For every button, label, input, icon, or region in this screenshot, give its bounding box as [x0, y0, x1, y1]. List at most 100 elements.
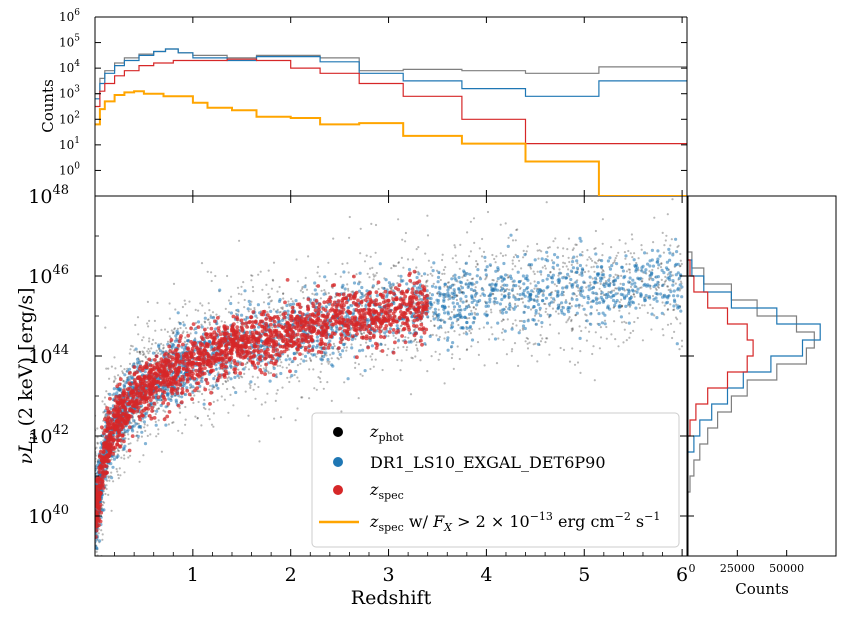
scatter-point: [501, 311, 505, 315]
scatter-point: [400, 324, 403, 327]
scatter-point: [462, 269, 466, 273]
scatter-point: [628, 303, 632, 307]
scatter-point: [443, 282, 447, 286]
scatter-point: [162, 344, 165, 347]
scatter-point: [162, 409, 165, 412]
scatter-point: [314, 303, 317, 306]
scatter-point: [476, 268, 480, 272]
scatter-point: [473, 241, 476, 244]
scatter-point: [127, 442, 130, 446]
scatter-point: [128, 352, 131, 355]
scatter-point: [442, 295, 446, 299]
scatter-point: [350, 346, 354, 350]
scatter-point: [419, 359, 422, 362]
scatter-point: [631, 278, 635, 282]
scatter-point: [384, 343, 387, 346]
scatter-point: [461, 326, 465, 330]
scatter-point: [426, 315, 430, 319]
scatter-point: [122, 446, 126, 450]
scatter-point: [519, 286, 522, 289]
scatter-point: [526, 337, 530, 340]
scatter-point: [509, 276, 513, 281]
scatter-point: [600, 297, 605, 301]
scatter-point: [95, 550, 98, 554]
scatter-point: [599, 279, 603, 283]
scatter-point: [334, 325, 339, 329]
scatter-point: [304, 276, 307, 279]
scatter-point: [267, 292, 270, 296]
scatter-point: [230, 295, 233, 298]
scatter-point: [480, 287, 484, 291]
scatter-point: [568, 282, 571, 285]
scatter-point: [438, 294, 442, 298]
scatter-point: [492, 293, 495, 296]
scatter-point: [544, 296, 549, 300]
scatter-point: [529, 267, 533, 270]
scatter-point: [360, 292, 364, 296]
scatter-point: [439, 318, 443, 322]
scatter-point: [600, 259, 604, 263]
scatter-point: [630, 288, 635, 292]
scatter-point: [174, 334, 178, 338]
scatter-point: [360, 304, 364, 307]
scatter-point: [632, 293, 636, 296]
scatter-point: [426, 234, 430, 237]
scatter-point: [359, 227, 362, 230]
scatter-point: [378, 262, 382, 266]
scatter-point: [280, 361, 283, 364]
scatter-point: [495, 301, 499, 305]
scatter-point: [514, 265, 517, 268]
scatter-point: [189, 386, 192, 389]
scatter-point: [167, 397, 171, 401]
scatter-point: [640, 266, 644, 270]
scatter-point: [365, 341, 368, 344]
scatter-point: [587, 270, 590, 273]
scatter-point: [628, 268, 632, 271]
scatter-point: [598, 301, 602, 305]
scatter-point: [534, 342, 537, 345]
scatter-point: [578, 236, 582, 240]
scatter-point: [443, 285, 446, 288]
scatter-point: [583, 270, 587, 274]
scatter-point: [526, 319, 530, 323]
scatter-point: [560, 311, 564, 315]
scatter-point: [337, 346, 341, 350]
scatter-point: [616, 274, 619, 277]
scatter-point: [614, 338, 617, 341]
scatter-point: [250, 274, 253, 277]
scatter-point: [593, 261, 597, 264]
scatter-point: [136, 439, 139, 442]
scatter-point: [114, 367, 117, 370]
scatter-point: [441, 253, 444, 256]
scatter-point: [676, 318, 679, 321]
scatter-point: [128, 362, 132, 365]
scatter-point: [279, 364, 282, 367]
scatter-point: [457, 287, 461, 291]
scatter-point: [451, 341, 455, 345]
scatter-point: [548, 246, 551, 249]
scatter-point: [653, 216, 656, 219]
scatter-point: [574, 304, 578, 308]
scatter-point: [455, 302, 460, 306]
scatter-point: [114, 377, 117, 380]
scatter-point: [104, 492, 107, 496]
scatter-point: [420, 342, 424, 347]
scatter-point: [514, 297, 518, 301]
scatter-point: [549, 270, 552, 274]
scatter-point: [434, 285, 438, 289]
scatter-point: [206, 326, 209, 329]
scatter-point: [492, 300, 496, 304]
scatter-point: [305, 359, 308, 362]
scatter-point: [213, 375, 217, 378]
scatter-point: [471, 321, 475, 325]
scatter-point: [229, 311, 233, 315]
scatter-point: [625, 263, 628, 266]
scatter-point: [548, 313, 552, 317]
scatter-point: [536, 281, 540, 285]
scatter-point: [294, 419, 297, 422]
scatter-point: [274, 399, 277, 402]
scatter-point: [675, 250, 679, 254]
scatter-point: [185, 386, 189, 390]
scatter-point: [441, 258, 444, 262]
scatter-point: [602, 270, 605, 273]
